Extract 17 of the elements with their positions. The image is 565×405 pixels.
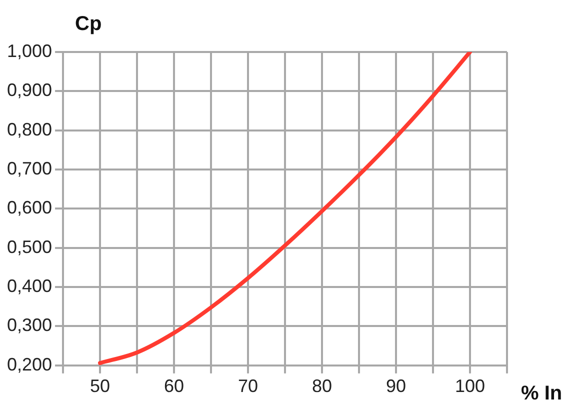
x-tick-label: 70 xyxy=(238,376,258,396)
y-axis-title: Cp xyxy=(75,13,102,35)
x-tick-label: 50 xyxy=(90,376,110,396)
y-tick-label: 0,400 xyxy=(6,276,52,296)
y-tick-label: 0,900 xyxy=(6,80,52,100)
y-tick-label: 0,200 xyxy=(6,354,52,374)
x-tick-label: 60 xyxy=(164,376,184,396)
y-tick-label: 1,000 xyxy=(6,40,52,61)
x-tick-label: 100 xyxy=(454,376,486,396)
y-tick-label: 0,800 xyxy=(6,119,52,140)
x-tick-label: 80 xyxy=(312,376,332,396)
x-axis-title: % In xyxy=(521,382,562,404)
y-tick-label: 0,300 xyxy=(6,315,52,336)
x-tick-label: 90 xyxy=(386,376,406,396)
y-tick-label: 0,700 xyxy=(6,158,52,178)
y-tick-label: 0,500 xyxy=(6,236,52,257)
y-tick-label: 0,600 xyxy=(6,198,52,218)
